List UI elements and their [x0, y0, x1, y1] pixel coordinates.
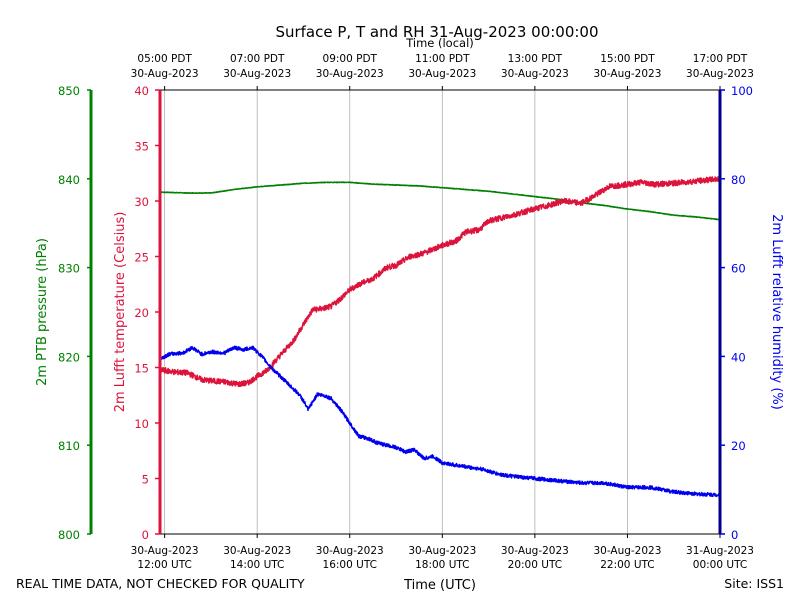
humidity-axis-label: 2m Lufft relative humidity (%) [769, 214, 784, 410]
bottom-tick-time: 18:00 UTC [415, 559, 469, 571]
pressure-tick-label: 800 [58, 528, 80, 542]
humidity-tick-label: 100 [731, 84, 753, 98]
top-tick-time: 09:00 PDT [323, 53, 378, 65]
temperature-tick-label: 25 [134, 251, 149, 265]
temperature-tick-label: 0 [142, 528, 149, 542]
text-layer: Surface P, T and RH 31-Aug-2023 00:00:00… [16, 23, 784, 593]
temperature-tick-label: 35 [134, 140, 149, 154]
top-tick-date: 30-Aug-2023 [686, 68, 754, 80]
bottom-tick-date: 30-Aug-2023 [316, 545, 384, 557]
bottom-tick-time: 22:00 UTC [600, 559, 654, 571]
site-label: Site: ISS1 [724, 576, 784, 591]
pressure-tick-label: 850 [58, 84, 80, 98]
top-tick-date: 30-Aug-2023 [316, 68, 384, 80]
humidity-tick-label: 80 [731, 173, 746, 187]
humidity-tick-label: 60 [731, 262, 746, 276]
bottom-tick-date: 30-Aug-2023 [501, 545, 569, 557]
temperature-tick-label: 20 [134, 306, 149, 320]
humidity-tick-label: 20 [731, 439, 746, 453]
series-layer [159, 176, 721, 498]
bottom-tick-date: 30-Aug-2023 [408, 545, 476, 557]
top-tick-date: 30-Aug-2023 [593, 68, 661, 80]
bottom-tick-date: 31-Aug-2023 [686, 545, 754, 557]
top-tick-time: 13:00 PDT [508, 53, 563, 65]
chart-title: Surface P, T and RH 31-Aug-2023 00:00:00 [275, 23, 598, 41]
series-line-0 [159, 181, 721, 221]
series-line-2 [159, 345, 721, 498]
bottom-tick-time: 00:00 UTC [693, 559, 747, 571]
top-tick-time: 05:00 PDT [137, 53, 192, 65]
pressure-tick-label: 840 [58, 173, 80, 187]
series-line-1 [159, 176, 721, 388]
temperature-axis-label: 2m Lufft temperature (Celsius) [113, 212, 128, 413]
bottom-axis-label: Time (UTC) [403, 578, 476, 593]
bottom-tick-time: 14:00 UTC [230, 559, 284, 571]
bottom-tick-date: 30-Aug-2023 [593, 545, 661, 557]
pressure-tick-label: 820 [58, 350, 80, 364]
temperature-tick-label: 10 [134, 417, 149, 431]
top-tick-time: 11:00 PDT [415, 53, 470, 65]
pressure-tick-label: 810 [58, 439, 80, 453]
quality-note: REAL TIME DATA, NOT CHECKED FOR QUALITY [16, 576, 305, 591]
bottom-tick-time: 16:00 UTC [323, 559, 377, 571]
temperature-tick-label: 5 [142, 473, 149, 487]
temperature-tick-label: 40 [134, 84, 149, 98]
top-tick-date: 30-Aug-2023 [131, 68, 199, 80]
top-tick-date: 30-Aug-2023 [408, 68, 476, 80]
top-tick-time: 15:00 PDT [600, 53, 655, 65]
top-axis-label: Time (local) [405, 36, 474, 50]
grid-layer [164, 90, 721, 534]
bottom-tick-date: 30-Aug-2023 [131, 545, 199, 557]
top-tick-date: 30-Aug-2023 [501, 68, 569, 80]
top-tick-time: 07:00 PDT [230, 53, 285, 65]
humidity-tick-label: 0 [731, 528, 738, 542]
temperature-tick-label: 15 [134, 362, 149, 376]
top-tick-time: 17:00 PDT [693, 53, 748, 65]
humidity-tick-label: 40 [731, 350, 746, 364]
pressure-tick-label: 830 [58, 262, 80, 276]
bottom-tick-date: 30-Aug-2023 [223, 545, 291, 557]
axes-layer: 30-Aug-2023 12:00 UTC 30-Aug-2023 14:00 UTC… [58, 53, 754, 571]
bottom-tick-time: 12:00 UTC [137, 559, 191, 571]
top-tick-date: 30-Aug-2023 [223, 68, 291, 80]
bottom-tick-time: 20:00 UTC [508, 559, 562, 571]
pressure-axis-label: 2m PTB pressure (hPa) [35, 238, 50, 386]
temperature-tick-label: 30 [134, 195, 149, 209]
